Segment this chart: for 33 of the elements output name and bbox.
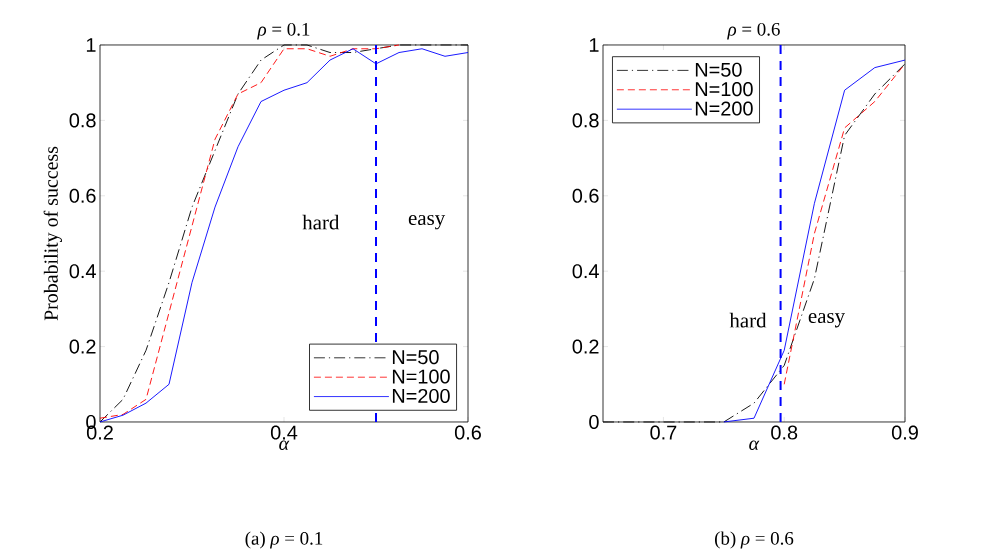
y-tick-label: 0 (589, 414, 599, 430)
chart-title: ρ = 0.6 (727, 22, 780, 40)
legend-label: N=50 (695, 62, 742, 77)
text: (a) ρ = 0.1 (245, 531, 323, 549)
annotation: easy (808, 313, 845, 328)
y-tick-label: 0.4 (69, 264, 96, 279)
legend-label: N=200 (695, 101, 753, 116)
y-tick-label: 0.6 (572, 188, 599, 203)
x-axis-title: α (279, 440, 290, 451)
y-tick-label: 0.8 (69, 113, 96, 128)
legend-label: N=50 (392, 350, 439, 365)
y-tick-label: 1 (589, 38, 599, 52)
annotation: easy (408, 214, 446, 230)
y-tick-label: 0.6 (69, 188, 96, 203)
y-tick-label: 0.2 (69, 339, 96, 354)
x-tick-label: 0.4 (270, 425, 298, 440)
x-tick-label: 0.7 (650, 425, 677, 440)
x-tick-label: 0.8 (771, 425, 798, 440)
x-axis-title: α (749, 440, 760, 451)
chart-title: ρ = 0.1 (257, 22, 310, 40)
y-axis-title: Probability of success (43, 146, 62, 321)
y-tick-label: 0.4 (572, 264, 599, 279)
legend-label: N=100 (392, 369, 450, 384)
x-tick-label: 0.9 (891, 425, 918, 440)
annotation: hard (302, 214, 340, 230)
legend-label: N=100 (695, 82, 753, 97)
x-tick-label: 0.6 (454, 425, 481, 440)
text: (b) ρ = 0.6 (714, 531, 794, 549)
y-tick-label: 1 (86, 38, 96, 52)
y-tick-label: 0.2 (572, 339, 599, 354)
y-tick-label: 0.8 (572, 113, 599, 128)
legend-label: N=200 (392, 388, 450, 403)
annotation: hard (729, 312, 767, 328)
